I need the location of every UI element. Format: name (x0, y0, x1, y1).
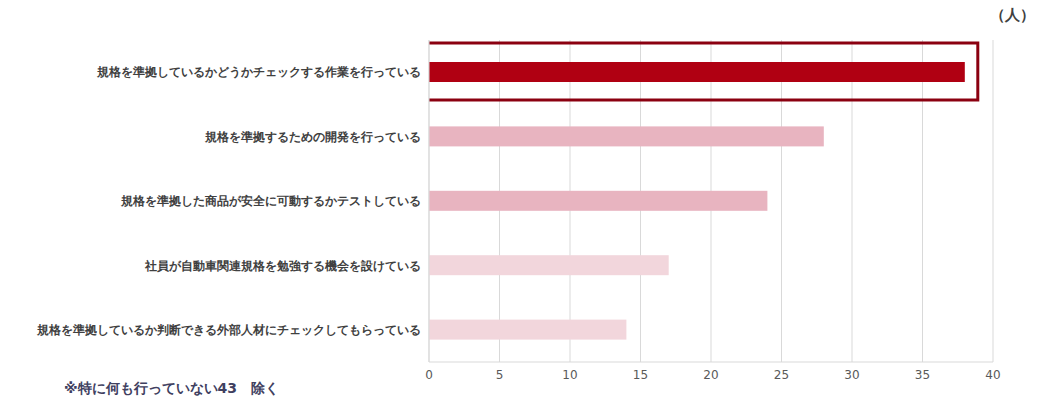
html-text:（人）: （人） (990, 6, 1035, 24)
svg-text:35: 35 (915, 368, 930, 382)
svg-text:社員が自動車関連規格を勉強する機会を設けている: 社員が自動車関連規格を勉強する機会を設けている (144, 259, 421, 273)
svg-text:10: 10 (562, 368, 577, 382)
svg-text:0: 0 (425, 368, 433, 382)
svg-text:40: 40 (985, 368, 1000, 382)
svg-text:30: 30 (844, 368, 859, 382)
svg-text:規格を準拠した商品が安全に可動するかテストしている: 規格を準拠した商品が安全に可動するかテストしている (120, 194, 421, 208)
svg-text:20: 20 (703, 368, 718, 382)
html-text:※特に何も行っていない43 除く: ※特に何も行っていない43 除く (64, 380, 280, 396)
svg-text:規格を準拠しているか判断できる外部人材にチェックしてもらって: 規格を準拠しているか判断できる外部人材にチェックしてもらっている (36, 323, 421, 337)
svg-text:規格を準拠するための開発を行っている: 規格を準拠するための開発を行っている (204, 130, 421, 144)
svg-text:5: 5 (496, 368, 504, 382)
svg-text:25: 25 (774, 368, 789, 382)
svg-text:規格を準拠しているかどうかチェックする作業を行っている: 規格を準拠しているかどうかチェックする作業を行っている (96, 65, 421, 79)
svg-text:15: 15 (633, 368, 648, 382)
